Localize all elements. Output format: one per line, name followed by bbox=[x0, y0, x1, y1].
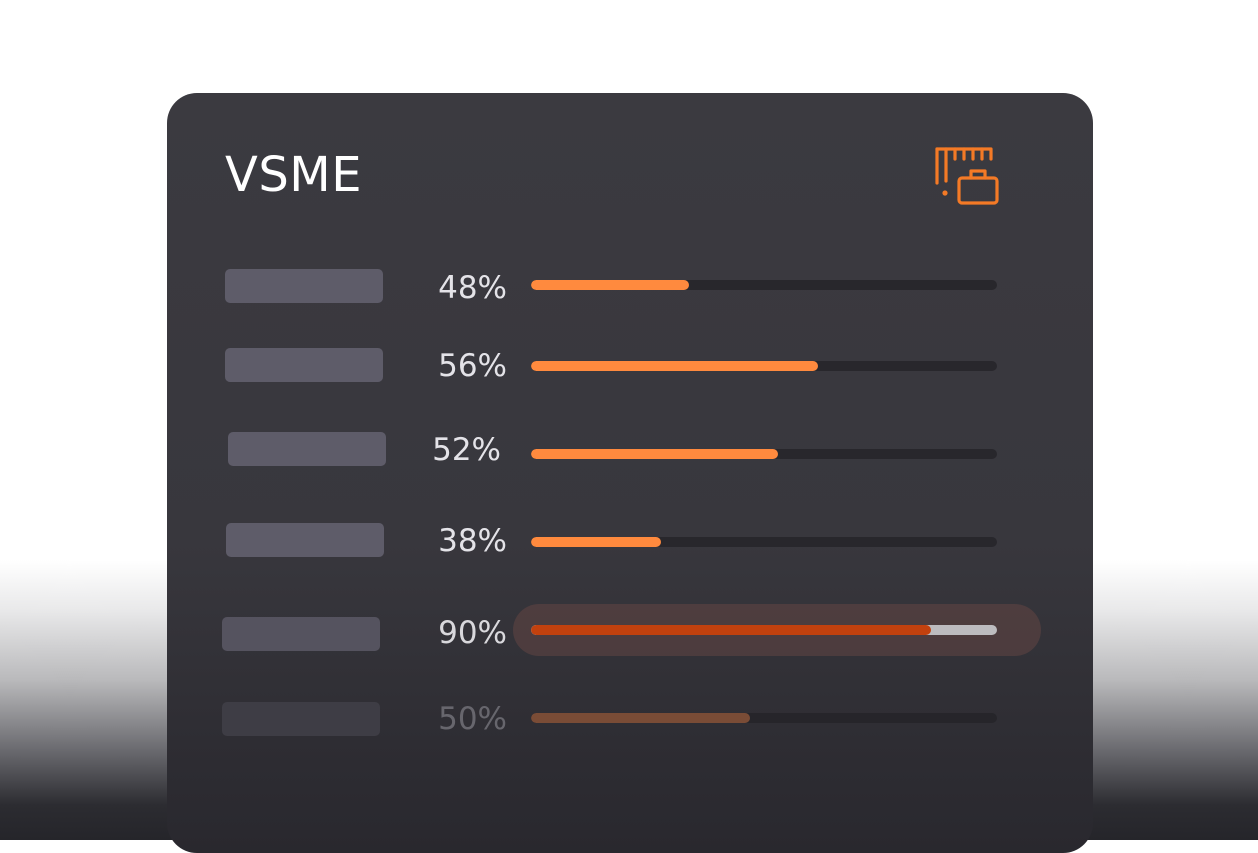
progress-fill bbox=[531, 713, 751, 723]
vsme-card: VSME 48% 56% 52% 38% bbox=[167, 93, 1093, 853]
metric-label-placeholder bbox=[226, 523, 384, 557]
progress-track bbox=[531, 625, 997, 635]
progress-fill bbox=[531, 449, 778, 459]
metric-row: 50% bbox=[167, 699, 1093, 739]
card-title: VSME bbox=[225, 147, 363, 203]
metric-row: 38% bbox=[167, 521, 1093, 561]
metric-label-placeholder bbox=[228, 432, 386, 466]
progress-track bbox=[531, 280, 997, 290]
metric-percent: 90% bbox=[438, 615, 507, 651]
metric-row-highlighted: 90% bbox=[167, 604, 1093, 656]
progress-fill bbox=[531, 537, 662, 547]
metric-percent: 50% bbox=[438, 701, 507, 737]
metric-row: 56% bbox=[167, 346, 1093, 386]
metric-label-placeholder bbox=[225, 348, 383, 382]
progress-fill bbox=[531, 361, 818, 371]
metric-label-placeholder bbox=[222, 617, 380, 651]
metric-percent: 52% bbox=[432, 432, 501, 468]
metric-label-placeholder bbox=[222, 702, 380, 736]
metric-row: 52% bbox=[167, 430, 1093, 470]
progress-track bbox=[531, 537, 997, 547]
store-briefcase-icon bbox=[935, 147, 999, 205]
progress-fill bbox=[531, 280, 690, 290]
metric-row: 48% bbox=[167, 268, 1093, 308]
metric-percent: 38% bbox=[438, 523, 507, 559]
metric-label-placeholder bbox=[225, 269, 383, 303]
metric-percent: 56% bbox=[438, 348, 507, 384]
progress-fill bbox=[531, 625, 931, 635]
progress-track bbox=[531, 361, 997, 371]
metric-percent: 48% bbox=[438, 270, 507, 306]
progress-track bbox=[531, 449, 997, 459]
progress-track bbox=[531, 713, 997, 723]
